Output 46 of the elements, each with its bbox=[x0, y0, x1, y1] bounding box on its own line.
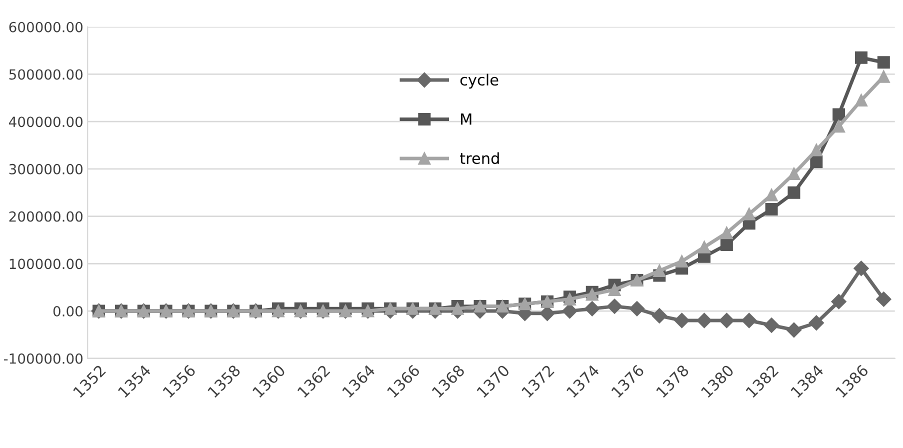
point bbox=[831, 294, 846, 310]
y-tick-label: 300000.00 bbox=[9, 164, 82, 174]
point bbox=[586, 288, 598, 301]
y-tick-label: 400000.00 bbox=[8, 116, 82, 128]
point bbox=[720, 238, 733, 251]
point bbox=[854, 260, 869, 276]
point bbox=[674, 312, 690, 328]
point bbox=[832, 120, 846, 133]
point bbox=[832, 108, 846, 121]
point bbox=[606, 298, 622, 314]
point bbox=[810, 156, 823, 168]
point bbox=[540, 306, 555, 321]
point bbox=[653, 264, 666, 278]
point bbox=[854, 51, 868, 64]
point bbox=[810, 144, 823, 156]
point bbox=[765, 202, 778, 216]
point bbox=[742, 312, 757, 328]
legend-label: trend bbox=[460, 152, 499, 164]
point bbox=[719, 312, 734, 328]
point bbox=[608, 283, 621, 296]
point bbox=[584, 301, 600, 316]
point bbox=[876, 292, 892, 307]
y-tick-label: -100000.00 bbox=[4, 353, 82, 364]
point bbox=[765, 188, 778, 202]
point bbox=[676, 255, 688, 268]
point bbox=[854, 94, 868, 107]
legend-label: cycle bbox=[460, 74, 498, 89]
y-tick-label: 500000.00 bbox=[9, 69, 82, 80]
point bbox=[696, 312, 712, 328]
point bbox=[786, 322, 802, 338]
point bbox=[877, 56, 890, 69]
legend-label: M bbox=[461, 113, 472, 125]
point bbox=[629, 301, 645, 316]
point bbox=[720, 226, 733, 240]
y-tick-label: 600000.00 bbox=[9, 22, 82, 32]
point bbox=[788, 186, 800, 199]
y-tick-label: 100000.00 bbox=[10, 258, 82, 270]
point bbox=[652, 308, 667, 324]
y-tick-label: 0.00 bbox=[53, 306, 82, 317]
y-tick-label: 200000.00 bbox=[9, 211, 82, 222]
point bbox=[698, 240, 711, 254]
point bbox=[808, 315, 824, 330]
point bbox=[742, 208, 756, 220]
point bbox=[877, 70, 890, 83]
point bbox=[764, 318, 780, 333]
point bbox=[788, 167, 800, 180]
